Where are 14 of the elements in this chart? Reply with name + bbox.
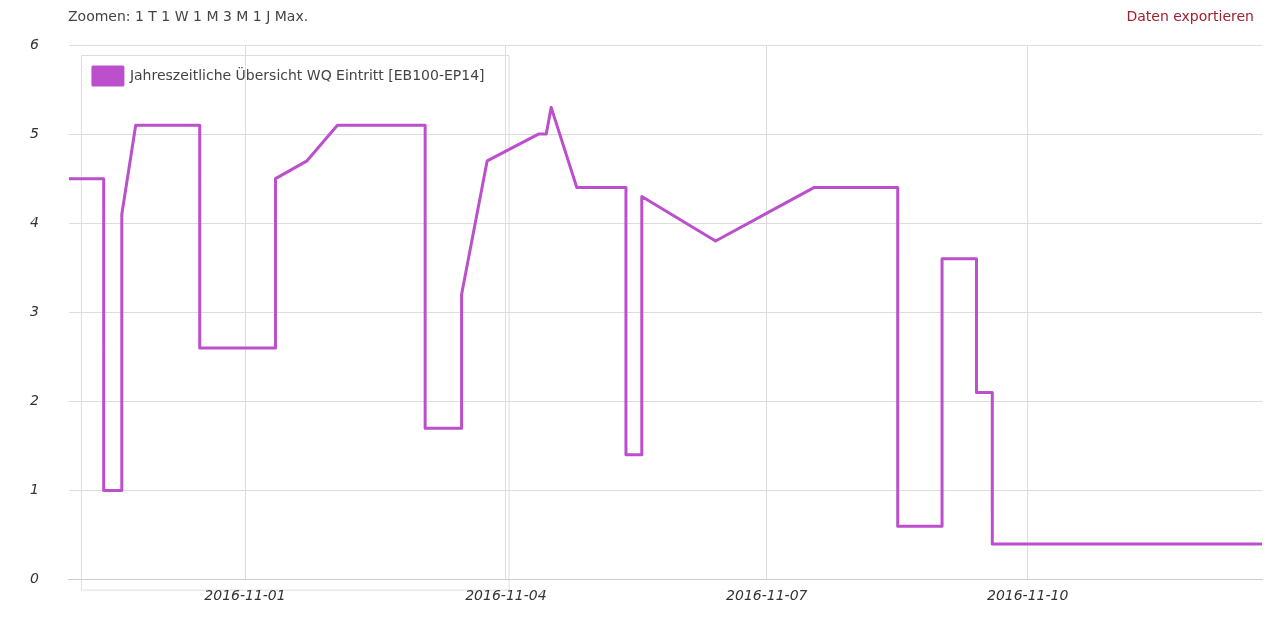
x-tick-label: 2016-11-04: [465, 586, 547, 603]
y-tick-label: 0: [29, 570, 39, 587]
x-tick-label: 2016-11-07: [726, 586, 808, 603]
y-tick-label: 3: [29, 302, 39, 319]
y-tick-label: 5: [29, 124, 39, 141]
y-tick-label: 6: [29, 35, 39, 52]
text: Zoomen: 1 T 1 W 1 M 3 M 1 J Max.: [68, 8, 309, 24]
y-tick-label: 1: [29, 481, 39, 498]
x-tick-label: 2016-11-01: [204, 586, 286, 603]
y-tick-label: 4: [29, 213, 39, 230]
x-tick-label: 2016-11-10: [986, 586, 1069, 603]
y-tick-label: 2: [29, 392, 39, 409]
legend-label: Jahreszeitliche Übersicht WQ Eintritt [EB100-EP14]: [128, 65, 485, 83]
text: Daten exportieren: [1126, 8, 1254, 24]
